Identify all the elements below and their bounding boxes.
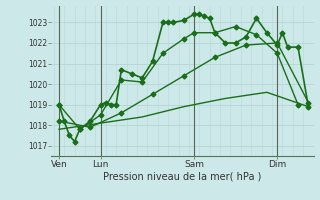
- X-axis label: Pression niveau de la mer( hPa ): Pression niveau de la mer( hPa ): [103, 172, 261, 182]
